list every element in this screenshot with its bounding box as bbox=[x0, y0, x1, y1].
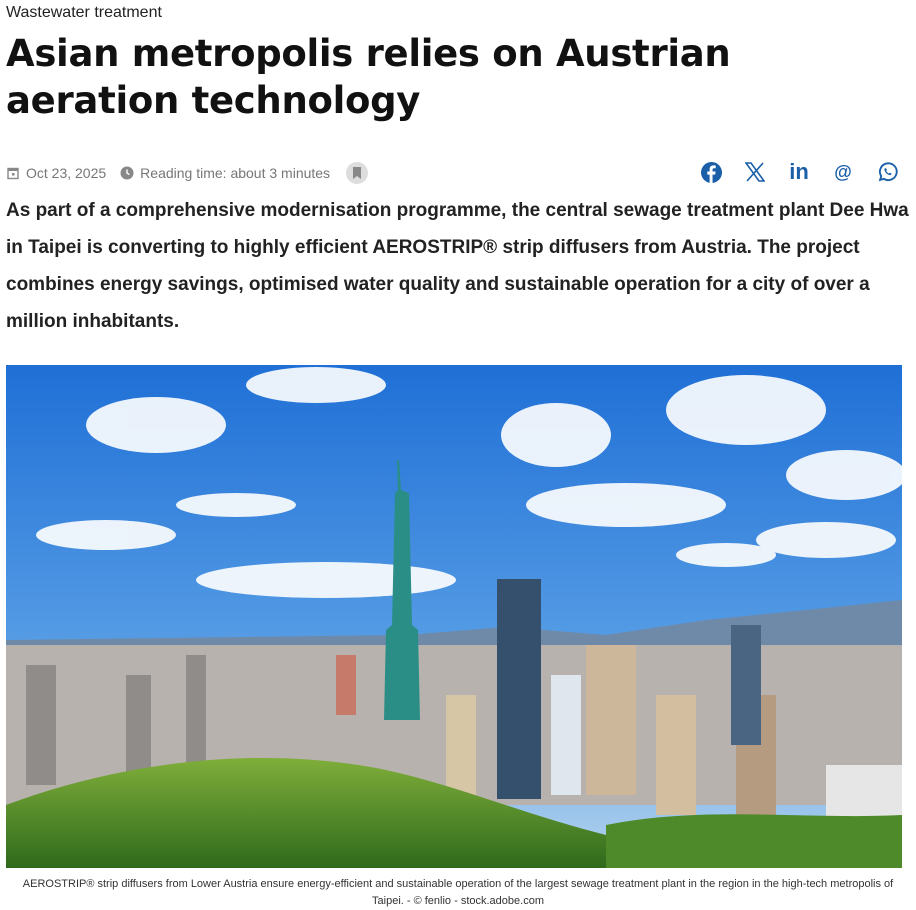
facebook-icon[interactable] bbox=[700, 160, 722, 184]
whatsapp-icon[interactable] bbox=[876, 160, 898, 184]
lead-paragraph: As part of a comprehensive modernisation… bbox=[6, 200, 909, 332]
article-meta: Oct 23, 2025 Reading time: about 3 minut… bbox=[6, 162, 369, 184]
linkedin-icon[interactable]: in bbox=[789, 159, 809, 184]
email-at-icon[interactable]: @ bbox=[834, 161, 852, 182]
clock-icon bbox=[120, 166, 134, 180]
bookmark-icon bbox=[353, 167, 362, 179]
x-icon[interactable] bbox=[744, 160, 766, 184]
page-title: Asian metropolis relies on Austrian aera… bbox=[6, 32, 731, 122]
share-bar: in @ bbox=[700, 159, 898, 184]
taipei-skyline-image bbox=[6, 365, 902, 868]
category-kicker: Wastewater treatment bbox=[6, 4, 162, 21]
reading-time: Reading time: about 3 minutes bbox=[140, 165, 331, 181]
hero-image bbox=[6, 365, 902, 868]
publish-date: Oct 23, 2025 bbox=[26, 165, 107, 181]
bookmark-button[interactable] bbox=[346, 162, 369, 184]
image-caption: AEROSTRIP® strip diffusers from Lower Au… bbox=[22, 878, 894, 907]
calendar-icon bbox=[7, 167, 19, 180]
